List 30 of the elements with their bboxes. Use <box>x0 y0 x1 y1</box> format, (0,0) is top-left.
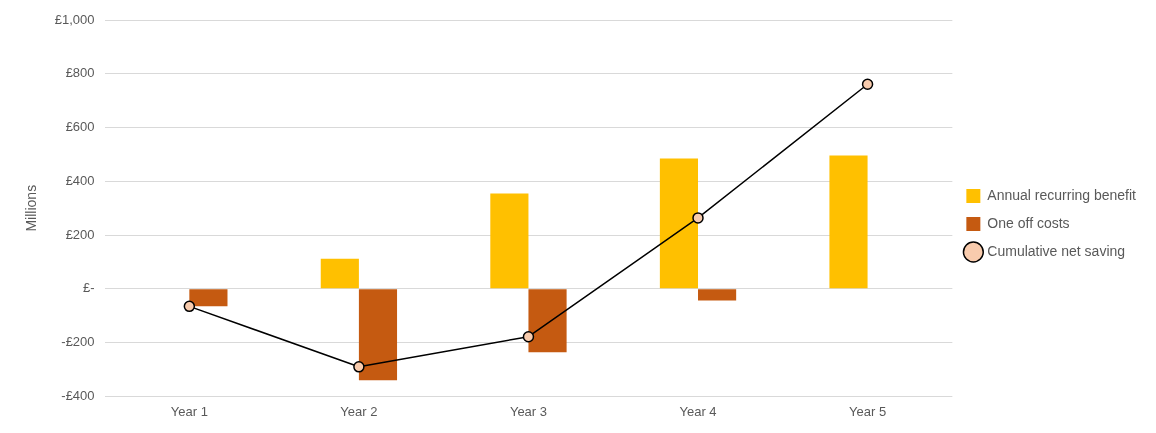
x-tick-label: Year 3 <box>509 403 548 419</box>
bar <box>659 158 699 289</box>
legend-label: Annual recurring benefit <box>987 186 1137 203</box>
bar <box>320 258 359 289</box>
x-tick-label: Year 5 <box>849 403 887 419</box>
point <box>183 300 196 313</box>
bar <box>189 289 228 307</box>
point <box>861 78 874 91</box>
bar <box>829 155 868 289</box>
y-tick-label: £200 <box>65 226 95 242</box>
bar <box>358 289 398 381</box>
point <box>353 361 365 373</box>
y-tick-label: -£200 <box>61 334 95 350</box>
legend-label: Cumulative net saving <box>987 242 1126 259</box>
x-tick-label: Year 4 <box>679 403 717 419</box>
y-tick-label: £600 <box>65 119 95 135</box>
y-tick-label: £800 <box>65 65 95 81</box>
legend-label: One off costs <box>987 214 1070 231</box>
y-tick-label: £400 <box>65 172 95 188</box>
point <box>522 330 535 343</box>
bar <box>698 289 737 301</box>
bar <box>490 193 529 289</box>
y-tick-label: £- <box>83 280 95 296</box>
y-tick-label: £1,000 <box>54 11 95 27</box>
x-tick-label: Year 2 <box>340 403 378 419</box>
y-tick-label: -£400 <box>61 387 95 403</box>
x-tick-label: Year 1 <box>170 403 208 419</box>
point <box>692 212 704 224</box>
bar <box>528 289 567 353</box>
y-axis-title: Millions <box>23 184 40 232</box>
